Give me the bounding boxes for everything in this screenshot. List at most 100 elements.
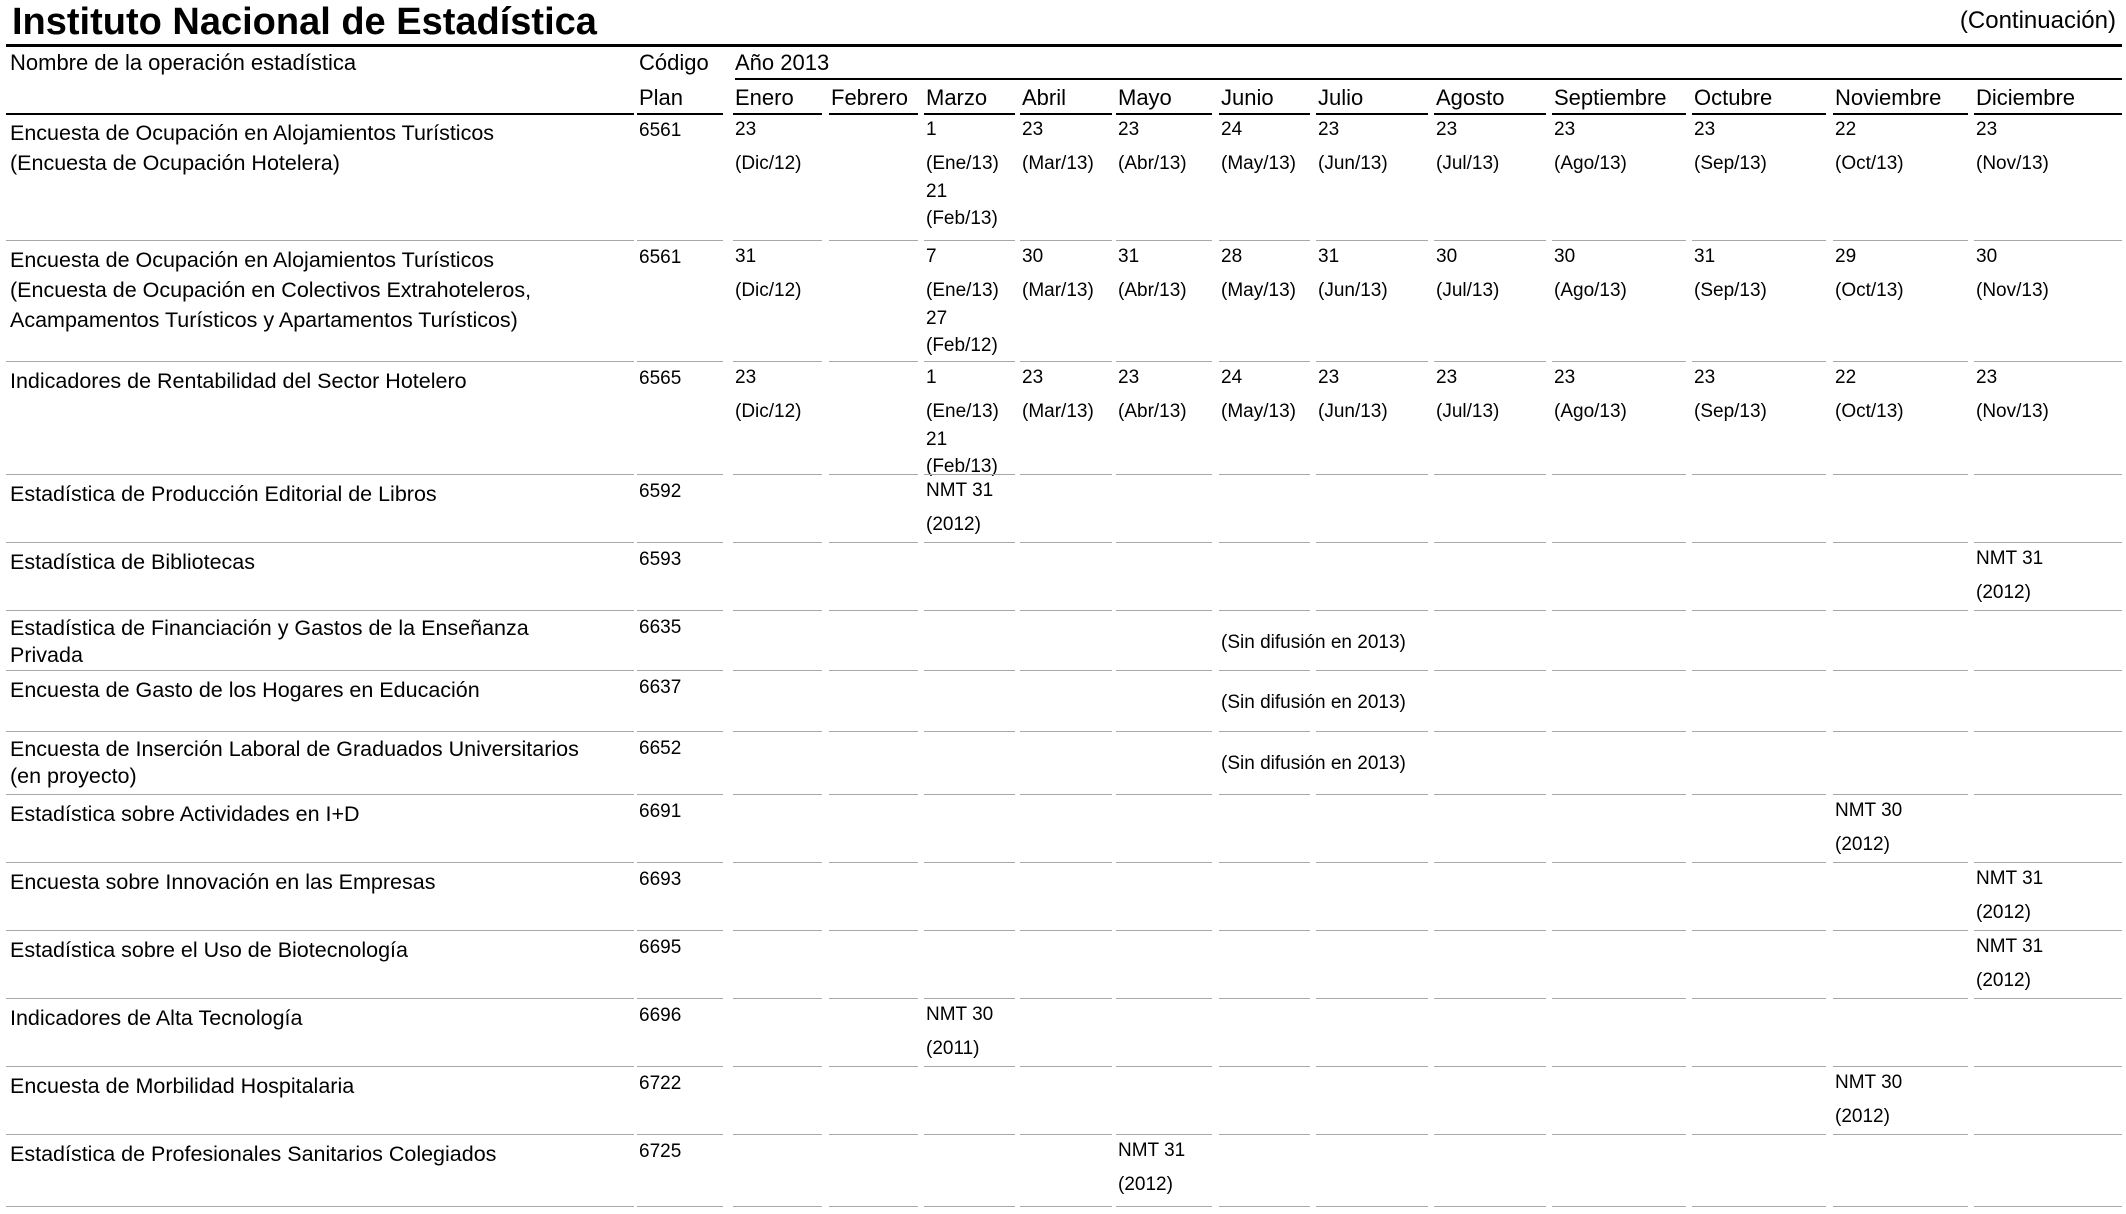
month-header-rule [1434,113,1546,115]
row-separator [1552,1134,1686,1135]
row-separator [829,998,918,999]
release-cell-line: (Feb/12) [926,335,998,356]
row-separator [1316,542,1428,543]
row-separator [829,361,918,362]
month-header-11: Noviembre [1835,85,1942,110]
month-header-9: Septiembre [1554,85,1667,110]
release-cell-line: 23 [1318,367,1340,388]
row-separator [1974,1066,2122,1067]
row-separator [1692,670,1826,671]
month-header-5: Mayo [1118,85,1172,110]
row-separator [1434,1206,1546,1207]
release-cell-line: (Abr/13) [1118,401,1187,422]
month-header-rule [1020,113,1112,115]
row-separator [1316,930,1428,931]
month-header-7: Julio [1318,85,1364,110]
plan-code: 6722 [639,1073,682,1094]
header-code-line1: Código [639,50,709,75]
plan-code: 6652 [639,738,682,759]
release-cell-line: (Jul/13) [1436,280,1500,301]
row-separator [1692,1134,1826,1135]
row-separator [637,610,723,611]
row-separator [733,731,822,732]
release-cell-line: 23 [735,119,757,140]
row-separator [1020,1134,1112,1135]
release-cell-line: 23 [1694,367,1716,388]
row-separator [1692,930,1826,931]
release-cell-line: NMT 31 [1976,936,2044,957]
row-separator [1434,1134,1546,1135]
row-separator [1552,862,1686,863]
row-separator [924,1066,1015,1067]
release-cell-line: 7 [926,246,937,267]
row-separator [1974,1134,2122,1135]
release-cell-line: 1 [926,367,937,388]
row-separator [1020,610,1112,611]
row-separator [637,930,723,931]
release-cell-line: (2012) [1118,1174,1173,1195]
row-separator [1434,474,1546,475]
row-separator [637,794,723,795]
row-separator [1020,361,1112,362]
row-separator [1552,1066,1686,1067]
row-separator [1833,240,1968,241]
row-separator [829,1134,918,1135]
month-header-rule [1316,113,1428,115]
row-separator [733,474,822,475]
row-separator [637,731,723,732]
row-separator [6,240,634,241]
row-separator [1552,610,1686,611]
operation-name: Indicadores de Alta Tecnología [10,1006,303,1030]
row-separator [733,670,822,671]
row-separator [1316,731,1428,732]
row-separator [6,998,634,999]
row-separator [1219,998,1310,999]
row-separator [1020,731,1112,732]
release-cell-line: (Mar/13) [1022,280,1094,301]
row-separator [1219,1206,1310,1207]
row-separator [637,361,723,362]
row-separator [6,474,634,475]
release-cell-line: 23 [1022,119,1044,140]
row-separator [1219,474,1310,475]
release-cell-line: (Nov/13) [1976,280,2049,301]
row-separator [924,794,1015,795]
release-cell-line: 31 [1318,246,1340,267]
release-cell-line: NMT 30 [926,1004,994,1025]
row-separator [1974,240,2122,241]
row-separator [1833,930,1968,931]
row-separator [1833,1206,1968,1207]
release-cell-line: 23 [1554,119,1576,140]
release-cell-line: (Jun/13) [1318,280,1388,301]
operation-name: Estadística de Profesionales Sanitarios … [10,1142,497,1166]
row-separator [1434,542,1546,543]
release-cell-line: NMT 31 [926,480,994,501]
release-cell-line: (Ene/13) [926,280,999,301]
row-separator [1552,240,1686,241]
release-cell-line: 28 [1221,246,1243,267]
row-separator [1434,610,1546,611]
release-cell-line: 23 [1976,119,1998,140]
plan-code: 6696 [639,1005,682,1026]
row-separator [733,794,822,795]
release-cell-line: (Dic/12) [735,153,802,174]
year-rule [735,78,2122,80]
month-header-rule [1692,113,1826,115]
row-separator [1833,474,1968,475]
release-cell-line: (2012) [1835,834,1890,855]
row-separator [1020,670,1112,671]
row-separator [637,240,723,241]
row-separator [1974,1206,2122,1207]
row-separator [1116,998,1212,999]
release-cell-line: (Ene/13) [926,153,999,174]
row-separator [924,474,1015,475]
row-separator [1434,731,1546,732]
row-separator [924,542,1015,543]
release-cell-line: (Ago/13) [1554,153,1627,174]
release-cell-line: (Abr/13) [1118,280,1187,301]
row-separator [1692,731,1826,732]
row-separator [924,1134,1015,1135]
row-separator [829,731,918,732]
row-separator [1116,670,1212,671]
release-cell-line: 23 [735,367,757,388]
